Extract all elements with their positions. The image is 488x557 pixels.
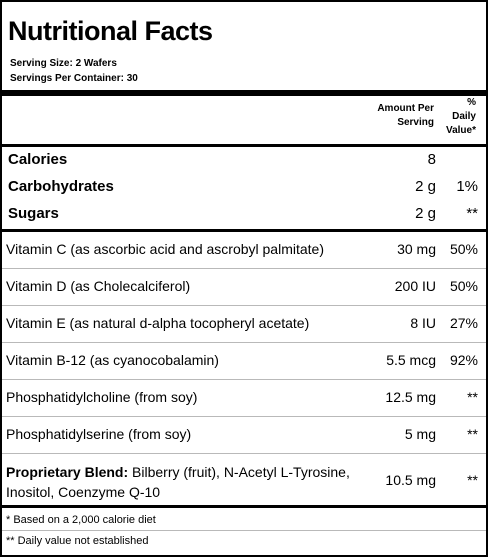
row-divider [2,379,486,380]
sugars-row: Sugars 2 g ** [2,205,486,227]
row-daily-value: 1% [456,178,478,195]
thick-divider [2,90,486,96]
row-amount: 8 IU [410,315,436,331]
row-daily-value: 27% [449,315,478,331]
row-name: Phosphatidylcholine (from soy) [6,389,198,405]
blend-ingredients: Bilberry (fruit), N-Acetyl L-Tyrosine, I… [6,464,350,500]
row-divider [2,342,486,343]
row-amount: 10.5 mg [385,472,436,488]
servings-per-container: Servings Per Container: 30 [10,73,138,84]
calories-row: Calories 8 [2,151,486,173]
row-amount: 200 IU [394,278,436,294]
row-name: Vitamin B-12 (as cyanocobalamin) [6,352,219,368]
row-divider [2,268,486,269]
footnote-calorie-diet: * Based on a 2,000 calorie diet [6,514,156,526]
row-daily-value: ** [467,472,478,488]
footnote-divider-thin [2,530,486,531]
row-daily-value: 50% [449,241,478,257]
carbohydrates-row: Carbohydrates 2 g 1% [2,178,486,200]
row-name: Carbohydrates [8,178,114,195]
serving-size: Serving Size: 2 Wafers [10,58,117,69]
row-daily-value: 50% [449,278,478,294]
panel-title: Nutritional Facts [8,16,213,46]
row-amount: 8 [427,151,436,168]
row-daily-value: ** [467,389,478,405]
row-amount: 2 g [415,178,436,195]
row-divider [2,305,486,306]
row-name: Sugars [8,205,59,222]
row-amount: 5 mg [404,426,436,442]
row-amount: 12.5 mg [385,389,436,405]
row-daily-value: ** [467,426,478,442]
row-name: Phosphatidylserine (from soy) [6,426,192,442]
row-daily-value: 92% [449,352,478,368]
row-amount: 30 mg [397,241,436,257]
blend-description: Proprietary Blend: Bilberry (fruit), N-A… [6,462,376,502]
row-amount: 5.5 mcg [386,352,436,368]
row-name: Calories [8,151,68,168]
section-divider [2,229,486,232]
amount-per-serving-header: Amount Per Serving [377,103,434,128]
row-name: Vitamin C (as ascorbic acid and ascrobyl… [6,241,324,257]
row-daily-value: ** [466,205,478,222]
header-divider [2,144,486,147]
row-name: Vitamin E (as natural d-alpha tocopheryl… [6,315,310,331]
row-divider [2,416,486,417]
blend-label: Proprietary Blend: [6,464,129,480]
row-divider [2,453,486,454]
footnote-daily-value: ** Daily value not established [6,535,149,547]
daily-value-header: % Daily Value* [445,97,476,136]
row-amount: 2 g [415,205,436,222]
row-name: Vitamin D (as Cholecalciferol) [6,278,191,294]
footnote-divider [2,505,486,508]
proprietary-blend-row: Proprietary Blend: Bilberry (fruit), N-A… [2,462,486,504]
